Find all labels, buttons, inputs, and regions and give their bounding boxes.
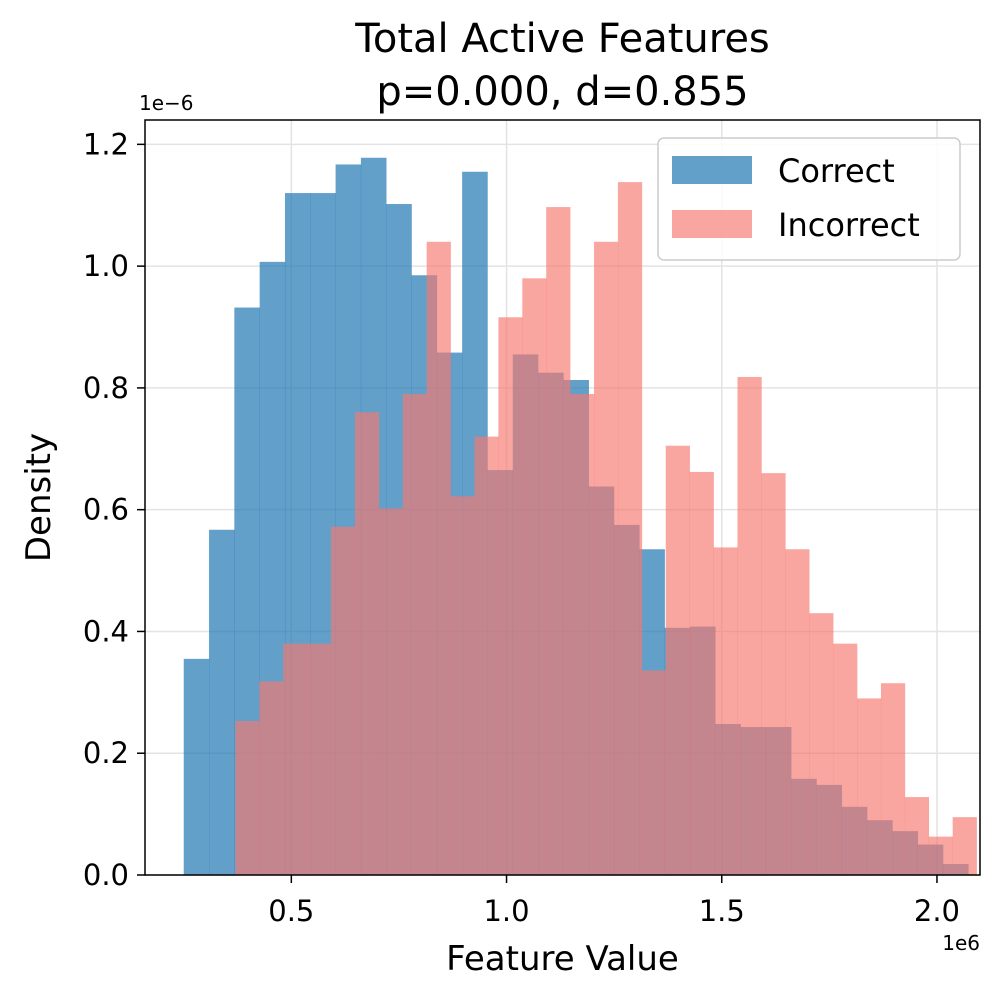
legend-label-correct: Correct	[778, 152, 895, 190]
y-tick-label: 1.0	[83, 249, 129, 283]
bar-incorrect	[354, 412, 380, 875]
series-incorrect	[235, 182, 977, 876]
chart-subtitle: p=0.000, d=0.855	[376, 69, 748, 115]
legend-label-incorrect: Incorrect	[778, 206, 920, 244]
bar-incorrect	[737, 376, 762, 875]
bar-correct	[209, 529, 235, 875]
bar-incorrect	[617, 182, 643, 875]
bar-incorrect	[713, 547, 738, 875]
bar-incorrect	[235, 720, 260, 875]
bar-incorrect	[450, 496, 475, 875]
ticks-layer: 0.5 1.0 1.5 2.0 0.0 0.2 0.4 0.6 0.8 1.0 1.2	[83, 127, 960, 928]
y-tick-label: 0.8	[83, 371, 129, 405]
y-axis-label: Density	[19, 433, 59, 562]
bar-incorrect	[307, 643, 332, 875]
bar-incorrect	[928, 836, 953, 875]
bar-incorrect	[594, 241, 619, 876]
x-tick-label: 0.5	[268, 894, 314, 928]
x-tick-label: 2.0	[914, 894, 960, 928]
bar-incorrect	[952, 817, 977, 875]
bar-incorrect	[546, 207, 571, 875]
y-tick-label: 1.2	[83, 127, 129, 161]
x-tick-label: 1.5	[699, 894, 745, 928]
bar-incorrect	[498, 317, 523, 876]
bar-incorrect	[785, 549, 810, 875]
bar-incorrect	[331, 526, 356, 875]
bars-layer	[183, 157, 977, 876]
x-axis-label: Feature Value	[446, 939, 679, 979]
bar-incorrect	[809, 613, 834, 875]
y-tick-label: 0.4	[83, 614, 129, 648]
y-tick-label: 0.6	[83, 493, 129, 527]
plot-frame	[144, 119, 981, 876]
chart-title: Total Active Features	[354, 16, 770, 62]
legend: Correct Incorrect	[657, 137, 961, 261]
bar-incorrect	[283, 643, 308, 875]
bar-incorrect	[522, 278, 547, 875]
legend-swatch-incorrect	[672, 210, 752, 238]
bar-incorrect	[904, 797, 930, 875]
bar-incorrect	[689, 471, 714, 875]
bar-incorrect	[570, 393, 595, 875]
bar-incorrect	[761, 473, 786, 875]
x-axis-offset-label: 1e6	[942, 931, 980, 955]
y-axis-offset-label: 1e−6	[139, 91, 194, 115]
x-tick-label: 1.0	[483, 894, 529, 928]
y-tick-label: 0.0	[83, 858, 129, 892]
bar-incorrect	[426, 241, 451, 876]
legend-swatch-correct	[672, 156, 752, 184]
bar-incorrect	[833, 643, 858, 875]
bar-incorrect	[378, 508, 404, 875]
bar-incorrect	[641, 670, 667, 875]
bar-incorrect	[402, 393, 427, 875]
y-tick-label: 0.2	[83, 736, 129, 770]
bar-incorrect	[857, 698, 882, 875]
bar-correct	[183, 658, 210, 875]
bar-incorrect	[259, 681, 284, 875]
bar-incorrect	[665, 445, 690, 875]
bar-incorrect	[474, 436, 499, 875]
bar-incorrect	[880, 683, 906, 875]
